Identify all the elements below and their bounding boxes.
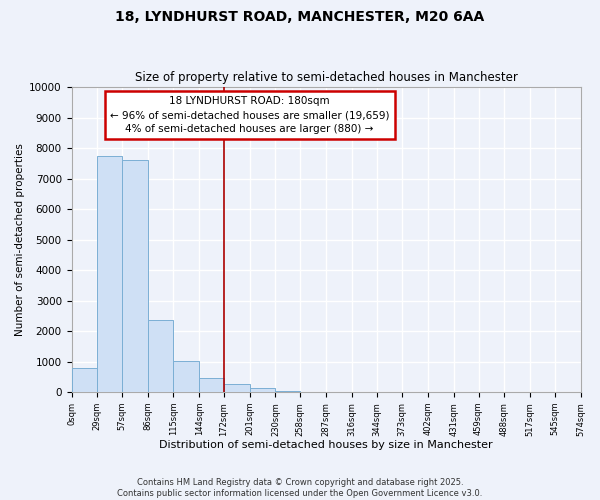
Bar [148,320,173,392]
X-axis label: Distribution of semi-detached houses by size in Manchester: Distribution of semi-detached houses by … [159,440,493,450]
Bar [173,361,199,392]
Bar [275,390,300,392]
Title: Size of property relative to semi-detached houses in Manchester: Size of property relative to semi-detach… [134,72,517,85]
Text: 18 LYNDHURST ROAD: 180sqm
← 96% of semi-detached houses are smaller (19,659)
4% : 18 LYNDHURST ROAD: 180sqm ← 96% of semi-… [110,96,389,134]
Text: 18, LYNDHURST ROAD, MANCHESTER, M20 6AA: 18, LYNDHURST ROAD, MANCHESTER, M20 6AA [115,10,485,24]
Bar [71,368,97,392]
Bar [97,156,122,392]
Y-axis label: Number of semi-detached properties: Number of semi-detached properties [15,143,25,336]
Bar [122,160,148,392]
Bar [224,384,250,392]
Text: Contains HM Land Registry data © Crown copyright and database right 2025.
Contai: Contains HM Land Registry data © Crown c… [118,478,482,498]
Bar [199,378,224,392]
Bar [250,388,275,392]
